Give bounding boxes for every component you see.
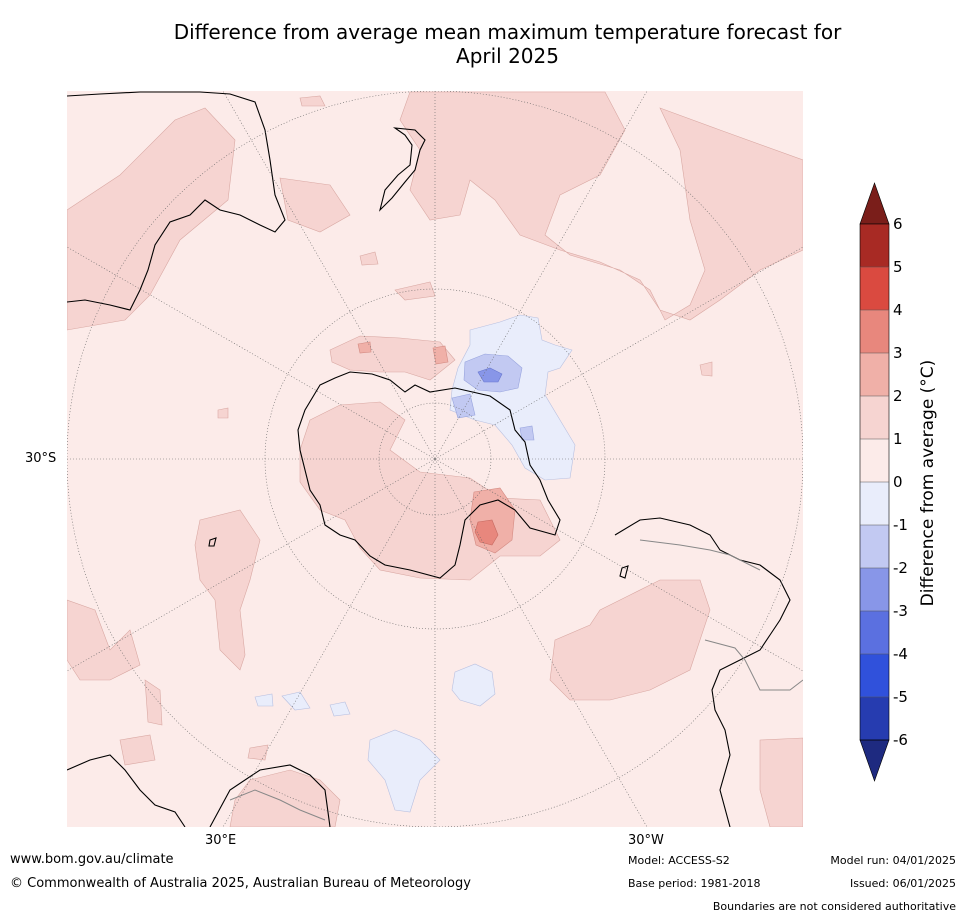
issued-date: Issued: 06/01/2025 [849, 877, 956, 890]
colorbar-tick: 5 [893, 258, 903, 276]
colorbar-band-m3-m2 [860, 568, 889, 611]
title-line-1: Difference from average mean maximum tem… [173, 20, 842, 44]
cool-anomaly-2-3 [477, 367, 503, 383]
coastlines [67, 91, 791, 827]
colorbar-tick: -4 [893, 645, 908, 663]
colorbar-band-1-2 [860, 396, 889, 439]
country-borders [229, 539, 803, 821]
colorbar-tick: 6 [893, 215, 903, 233]
graticule [67, 91, 803, 827]
colorbar-tick: -1 [893, 516, 908, 534]
colorbar-band-m5-m4 [860, 654, 889, 697]
warm-anomaly-3-4 [474, 519, 499, 546]
latitude-label-30s: 30°S [25, 451, 57, 466]
colorbar-label: Difference from average (°C) [918, 359, 938, 607]
colorbar-band-m1-0 [860, 482, 889, 525]
colorbar-tick: -6 [893, 731, 908, 749]
copyright-notice: © Commonwealth of Australia 2025, Austra… [10, 876, 471, 891]
model-run-date: Model run: 04/01/2025 [830, 854, 956, 867]
colorbar-tick: 2 [893, 387, 903, 405]
map-title: Difference from average mean maximum tem… [60, 20, 955, 68]
website-link[interactable]: www.bom.gov.au/climate [10, 852, 174, 867]
model-name: Model: ACCESS-S2 [628, 854, 730, 867]
colorbar-band-4-5 [860, 267, 889, 310]
colorbar-tick: -5 [893, 688, 908, 706]
base-period: Base period: 1981-2018 [628, 877, 761, 890]
colorbar-overflow-low [859, 739, 890, 782]
colorbar-band-2-3 [860, 353, 889, 396]
colorbar-tick: 0 [893, 473, 903, 491]
colorbar-tick: 3 [893, 344, 903, 362]
colorbar-band-m2-m1 [860, 525, 889, 568]
colorbar-band-5-6 [860, 224, 889, 267]
colorbar-tick: -3 [893, 602, 908, 620]
colorbar-tick: 1 [893, 430, 903, 448]
colorbar [859, 182, 890, 782]
colorbar-band-m6-m5 [860, 697, 889, 740]
longitude-label-30w: 30°W [628, 833, 664, 848]
colorbar-overflow-high [859, 182, 890, 225]
title-line-2: April 2025 [456, 44, 559, 68]
longitude-label-30e: 30°E [205, 833, 237, 848]
colorbar-band-3-4 [860, 310, 889, 353]
colorbar-band-0-1 [860, 439, 889, 482]
colorbar-band-m4-m3 [860, 611, 889, 654]
warm-anomaly-1-2 [67, 91, 803, 827]
colorbar-tick: -2 [893, 559, 908, 577]
boundary-disclaimer: Boundaries are not considered authoritat… [712, 900, 956, 913]
colorbar-tick: 4 [893, 301, 903, 319]
